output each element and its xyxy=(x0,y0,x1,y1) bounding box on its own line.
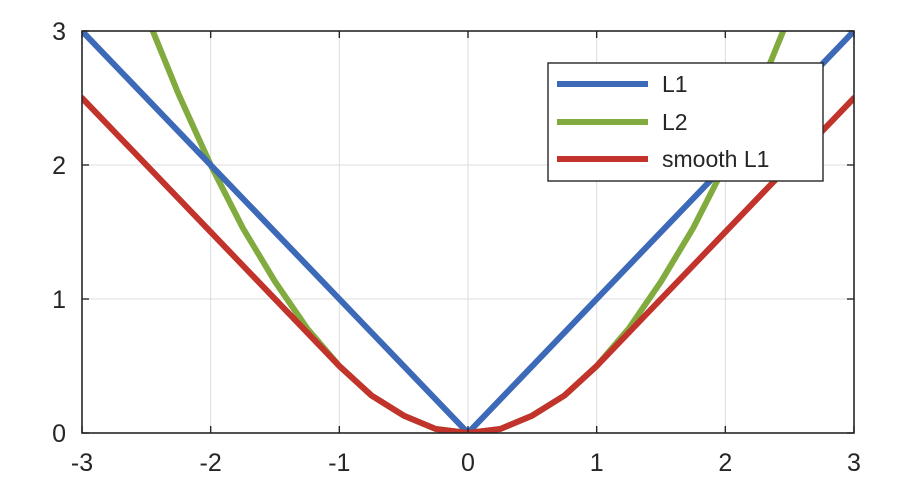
y-axis-tick-labels: 0 1 2 3 xyxy=(52,18,66,448)
tick-marks xyxy=(81,30,855,434)
x-tick-label: 1 xyxy=(590,449,604,477)
series-line-smooth-l1 xyxy=(82,95,854,433)
x-tick-label: 2 xyxy=(718,449,732,477)
x-tick-label: -1 xyxy=(328,449,350,477)
x-tick-label: 0 xyxy=(461,449,475,477)
legend: L1 L2 smooth L1 xyxy=(547,62,824,182)
legend-label-l2: L2 xyxy=(662,109,688,135)
x-tick-label: -3 xyxy=(71,449,93,477)
series-line-l2 xyxy=(149,31,787,433)
x-tick-label: -2 xyxy=(200,449,222,477)
legend-label-l1: L1 xyxy=(662,71,688,97)
x-axis-tick-labels: -3 -2 -1 0 1 2 3 xyxy=(71,449,861,477)
y-tick-label: 0 xyxy=(52,420,66,448)
y-tick-label: 3 xyxy=(52,18,66,46)
y-tick-label: 1 xyxy=(52,286,66,314)
legend-label-smooth-l1: smooth L1 xyxy=(662,146,769,172)
y-tick-label: 2 xyxy=(52,152,66,180)
x-tick-label: 3 xyxy=(847,449,861,477)
